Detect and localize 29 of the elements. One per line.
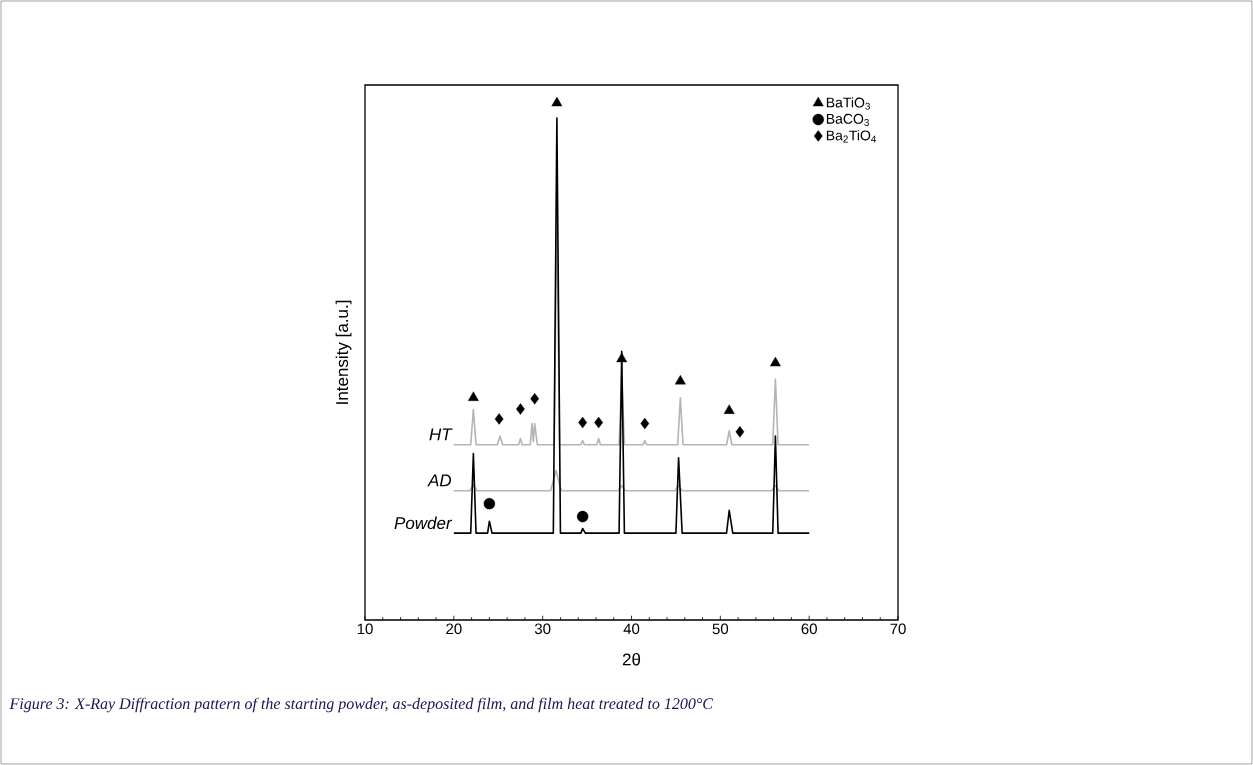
series-label: HT: [429, 428, 453, 441]
series-label: Powder: [394, 516, 453, 530]
point: [516, 403, 525, 415]
point: [576, 510, 589, 523]
point: [483, 497, 496, 510]
point: [640, 417, 650, 430]
point: [735, 426, 745, 438]
point: [551, 96, 563, 107]
y-axis-title: Intensity [a.u.]: [335, 300, 352, 404]
x-tick-label: 10: [357, 623, 373, 635]
point: [674, 374, 686, 385]
legend-label: BaTiO$_{3}$: [826, 97, 870, 110]
x-tick-label: 30: [534, 623, 551, 635]
x-tick-label: 60: [801, 623, 817, 635]
point: [616, 352, 628, 363]
series-label: AD: [427, 474, 452, 487]
legend-label: Ba$_{2}$TiO$_{4}$: [826, 130, 877, 143]
x-tick-label: 20: [446, 623, 462, 635]
point: [467, 391, 479, 401]
legend-label: BaCO$_{3}$: [826, 113, 869, 126]
x-tick-label: 50: [712, 623, 729, 635]
x-tick-label: 70: [890, 623, 906, 635]
point: [770, 356, 781, 367]
point: [530, 393, 539, 405]
x-axis-title: 2θ: [622, 653, 641, 666]
caption: Figure 3: X-Ray Diffraction pattern of the starting powder, as-deposited film, and film heat treated to 1200°C: [9, 697, 714, 713]
point: [494, 413, 504, 425]
point: [723, 404, 735, 414]
x-tick-label: 40: [623, 623, 640, 635]
